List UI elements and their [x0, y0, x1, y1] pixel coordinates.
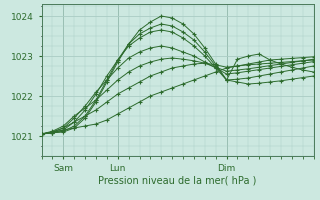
X-axis label: Pression niveau de la mer( hPa ): Pression niveau de la mer( hPa ) [99, 175, 257, 185]
